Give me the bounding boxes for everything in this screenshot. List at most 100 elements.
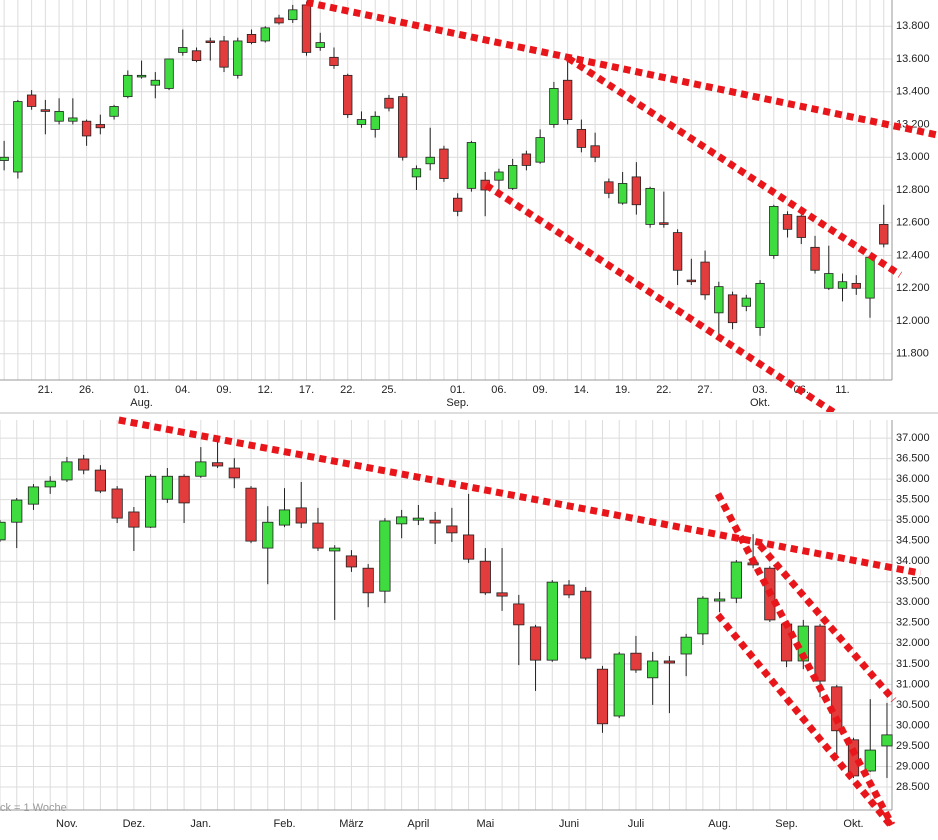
candle-body: [128, 511, 140, 528]
candle-body: [195, 461, 207, 477]
candle-body: [782, 214, 793, 230]
y-tick-label: 35.000: [896, 514, 930, 526]
candle-body: [741, 297, 751, 307]
candle-body: [446, 525, 458, 534]
x-tick-label: Dez.: [123, 818, 146, 830]
candle-body: [27, 486, 40, 505]
candle-body: [865, 256, 875, 299]
candle-body: [590, 145, 600, 158]
candle-body: [562, 79, 573, 120]
candle-body: [425, 156, 435, 165]
candle-body: [109, 106, 119, 117]
candle-body: [329, 547, 341, 552]
candle-body: [178, 475, 190, 504]
y-tick-label: 29.500: [896, 740, 930, 752]
candle-body: [463, 534, 475, 560]
candle-body: [398, 96, 408, 158]
trendlines: [118, 416, 922, 828]
candle-body: [379, 520, 391, 592]
candle-body: [697, 597, 709, 635]
candle-body: [847, 739, 860, 777]
trendlines: [305, 0, 938, 412]
x-tick-label: 01.: [134, 384, 149, 396]
y-tick-label: 12.600: [896, 217, 930, 229]
candle-body: [824, 273, 834, 289]
trendline: [566, 55, 903, 278]
x-tick-label: 11.: [835, 384, 849, 396]
candle-body: [714, 598, 726, 602]
candle-body: [596, 668, 609, 725]
candle-body: [0, 156, 9, 161]
y-tick-label: 12.800: [896, 184, 930, 196]
candle-body: [412, 517, 424, 521]
x-tick-label: April: [407, 818, 429, 830]
x-tick-sublabel: Okt.: [750, 397, 770, 409]
y-tick-label: 36.000: [896, 473, 930, 485]
candle-body: [26, 94, 37, 107]
y-tick-label: 30.000: [896, 719, 930, 731]
annotation: ck = 1 Woche: [0, 802, 67, 814]
panel: 11.800 12.000 12.200 12.400 12.600 12.800 13.0…: [0, 0, 930, 409]
x-tick-label: 22.: [656, 384, 671, 396]
candle-body: [494, 171, 504, 181]
y-tick-label: 13.600: [896, 53, 930, 65]
candle-body: [546, 581, 558, 661]
trendline: [757, 542, 897, 703]
y-tick-label: 33.000: [896, 596, 930, 608]
candle-body: [78, 458, 90, 471]
candle-body: [727, 294, 738, 324]
candle-body: [278, 509, 291, 526]
candle-body: [769, 205, 779, 256]
candle-body: [814, 625, 826, 682]
candle-body: [576, 128, 587, 148]
candle-body: [312, 522, 324, 549]
candle-body: [94, 469, 107, 492]
x-tick-label: Juli: [628, 818, 645, 830]
candle-body: [479, 560, 491, 594]
x-tick-sublabel: Aug.: [130, 397, 153, 409]
candle-body: [191, 50, 202, 62]
candle-body: [851, 282, 861, 289]
x-tick-label: Feb.: [273, 818, 295, 830]
y-tick-label: 28.500: [896, 781, 930, 793]
candle-body: [617, 183, 628, 204]
candle-body: [613, 653, 625, 717]
y-tick-label: 36.500: [896, 452, 930, 464]
y-tick-label: 13.800: [896, 20, 930, 32]
candle-body: [211, 462, 224, 467]
panel: 28.500 29.000 29.500 30.000 30.500 31.000 31.5…: [0, 420, 930, 830]
x-tick-label: Juni: [559, 818, 579, 830]
x-tick-label: 21.: [38, 384, 53, 396]
candle-body: [384, 97, 394, 109]
x-tick-label: 27.: [697, 384, 712, 396]
candle-body: [837, 281, 848, 289]
candle-body: [164, 58, 174, 89]
candle-body: [205, 40, 215, 43]
candle-body: [864, 749, 876, 772]
y-tick-label: 34.000: [896, 555, 930, 567]
candle-body: [686, 279, 696, 283]
candle-body: [219, 40, 229, 68]
y-tick-label: 34.500: [896, 535, 930, 547]
candle-body: [780, 623, 793, 662]
candle-body: [178, 47, 188, 53]
candle-body: [228, 467, 240, 479]
candle-body: [111, 488, 123, 519]
candle-body: [288, 9, 298, 21]
candle-body: [44, 480, 56, 488]
candle-body: [496, 592, 508, 597]
x-tick-label: Nov.: [56, 818, 78, 830]
x-tick-label: 09.: [216, 384, 231, 396]
y-tick-label: 31.000: [896, 678, 930, 690]
candle-body: [429, 519, 441, 524]
y-tick-label: 12.000: [896, 315, 930, 327]
x-tick-label: Sep.: [775, 818, 798, 830]
candle-body: [0, 521, 6, 541]
candle-body: [11, 499, 23, 523]
candle-body: [630, 652, 642, 671]
candle-body: [295, 507, 307, 524]
candle-body: [54, 110, 64, 122]
y-tick-label: 13.000: [896, 151, 930, 163]
candle-body: [453, 197, 463, 212]
candle-body: [260, 27, 270, 42]
